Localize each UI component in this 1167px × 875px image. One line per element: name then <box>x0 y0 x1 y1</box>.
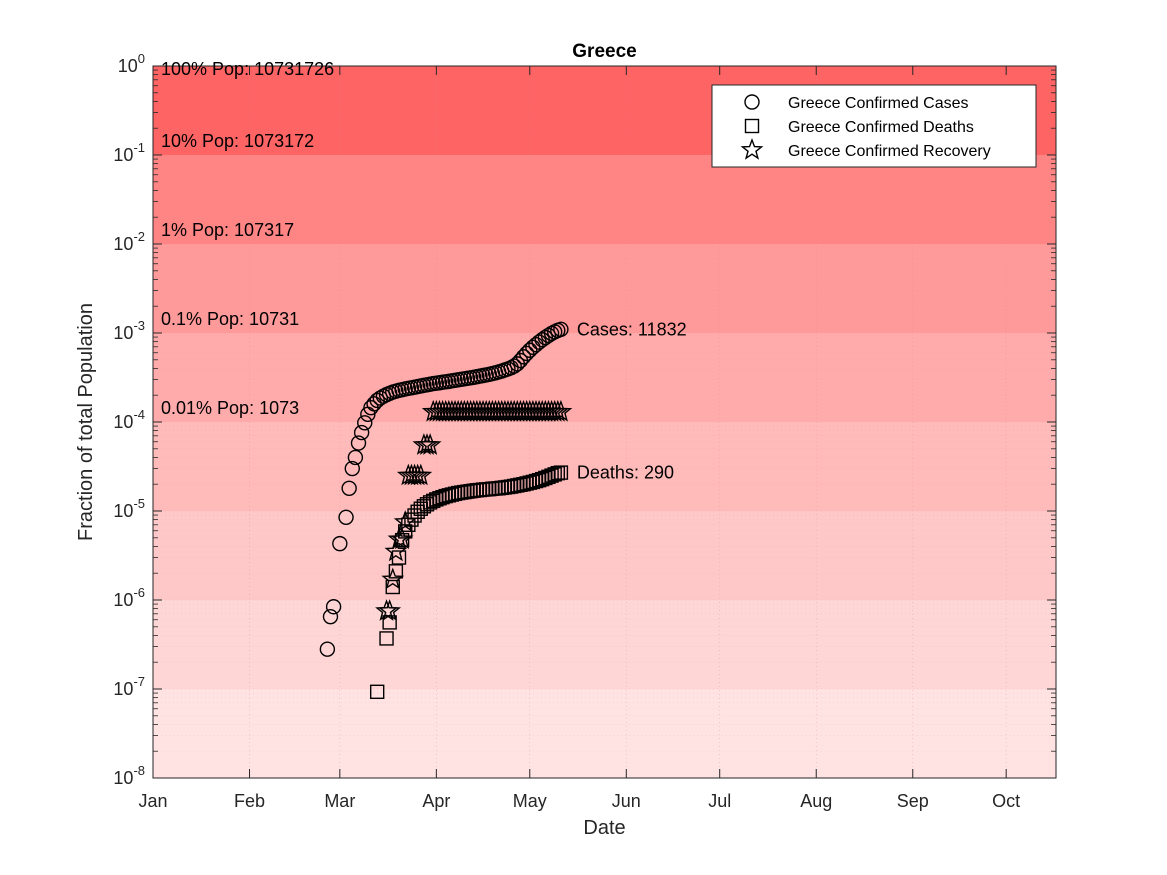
square-marker <box>388 564 404 579</box>
x-tick-label-8: Sep <box>897 791 929 811</box>
end-label-circle: Cases: 11832 <box>577 319 687 339</box>
legend-label-star: Greece Confirmed Recovery <box>788 143 991 160</box>
series-circle <box>319 321 569 657</box>
y-tick-label-8: 100 <box>118 51 145 76</box>
x-tick-label-4: May <box>513 791 547 811</box>
circle-marker <box>518 345 535 362</box>
square-marker <box>394 532 410 548</box>
axis-ticks: Jan Feb Mar Apr May Jun Jul Aug Sep Oct 10-8 10-7 10… <box>113 51 1056 811</box>
star-marker <box>418 433 442 455</box>
x-axis-label: Date <box>583 817 625 839</box>
band-label-2: 1% Pop: 107317 <box>161 220 294 240</box>
population-band-2 <box>153 511 1056 600</box>
population-band-1 <box>153 600 1056 689</box>
population-band-4 <box>153 333 1056 422</box>
circle-marker <box>322 608 339 625</box>
square-marker <box>379 631 394 646</box>
end-label-square: Deaths: 290 <box>577 463 674 483</box>
x-tick-label-6: Jul <box>708 791 731 811</box>
legend: Greece Confirmed Cases Greece Confirmed D… <box>711 84 1037 168</box>
legend-circle-icon <box>744 94 760 110</box>
star-marker <box>393 510 417 532</box>
series-square <box>369 465 569 700</box>
y-tick-label-1: 10-7 <box>113 674 145 699</box>
chart-title: Greece <box>572 41 636 62</box>
legend-label-circle: Greece Confirmed Cases <box>788 95 969 112</box>
legend-entry-star: Greece Confirmed Recovery <box>740 138 991 160</box>
circle-marker <box>350 435 367 451</box>
circle-marker <box>344 460 360 477</box>
end-labels: Cases: 11832 Deaths: 290 <box>577 319 687 482</box>
y-axis-label: Fraction of total Population <box>75 303 97 541</box>
band-label-0: 100% Pop: 10731726 <box>161 59 334 79</box>
data-series <box>319 321 573 700</box>
legend-entry-square: Greece Confirmed Deaths <box>744 118 974 136</box>
legend-box <box>711 84 1037 168</box>
star-marker <box>409 463 433 486</box>
population-band-6 <box>153 155 1056 244</box>
x-tick-label-9: Oct <box>992 791 1020 811</box>
x-tick-label-1: Feb <box>234 791 265 811</box>
star-marker <box>384 539 408 562</box>
population-band-0 <box>153 689 1056 778</box>
population-bands <box>153 66 1056 778</box>
circle-marker <box>357 415 373 431</box>
x-tick-label-3: Apr <box>422 791 450 811</box>
circle-marker <box>319 641 336 657</box>
y-tick-label-4: 10-4 <box>113 407 145 432</box>
x-tick-label-7: Aug <box>800 791 832 811</box>
circle-marker <box>553 321 569 338</box>
square-marker <box>369 684 385 700</box>
x-tick-label-5: Jun <box>612 791 641 811</box>
star-marker <box>378 599 402 621</box>
square-marker <box>553 465 569 480</box>
circle-marker <box>325 599 342 615</box>
star-marker <box>390 527 414 550</box>
band-label-1: 10% Pop: 1073172 <box>161 131 314 151</box>
y-tick-label-2: 10-6 <box>113 585 145 610</box>
circle-marker <box>353 424 370 441</box>
y-tick-label-0: 10-8 <box>113 763 145 788</box>
star-marker <box>549 399 573 422</box>
band-label-3: 0.1% Pop: 10731 <box>161 309 299 329</box>
population-band-5 <box>153 244 1056 333</box>
circle-marker <box>341 480 357 496</box>
star-marker <box>381 567 405 590</box>
legend-entry-circle: Greece Confirmed Cases <box>744 94 969 112</box>
circle-marker <box>332 535 348 552</box>
band-label-4: 0.01% Pop: 1073 <box>161 398 299 418</box>
grid <box>152 66 1056 779</box>
legend-entries: Greece Confirmed Cases Greece Confirmed D… <box>740 94 991 160</box>
x-tick-label-0: Jan <box>138 791 167 811</box>
circle-marker <box>347 449 364 466</box>
legend-star-icon <box>740 138 764 160</box>
circle-marker <box>338 509 354 525</box>
series-star <box>375 399 573 621</box>
y-tick-label-5: 10-3 <box>113 318 145 343</box>
y-tick-label-7: 10-1 <box>113 140 145 165</box>
legend-square-icon <box>744 118 760 134</box>
y-tick-label-6: 10-2 <box>113 229 145 254</box>
band-labels: 100% Pop: 10731726 10% Pop: 1073172 1% Pop… <box>161 59 334 418</box>
x-tick-label-2: Mar <box>324 791 355 811</box>
y-tick-label-3: 10-5 <box>113 496 145 521</box>
square-marker <box>385 579 400 595</box>
legend-label-square: Greece Confirmed Deaths <box>788 119 974 136</box>
population-band-3 <box>153 422 1056 511</box>
